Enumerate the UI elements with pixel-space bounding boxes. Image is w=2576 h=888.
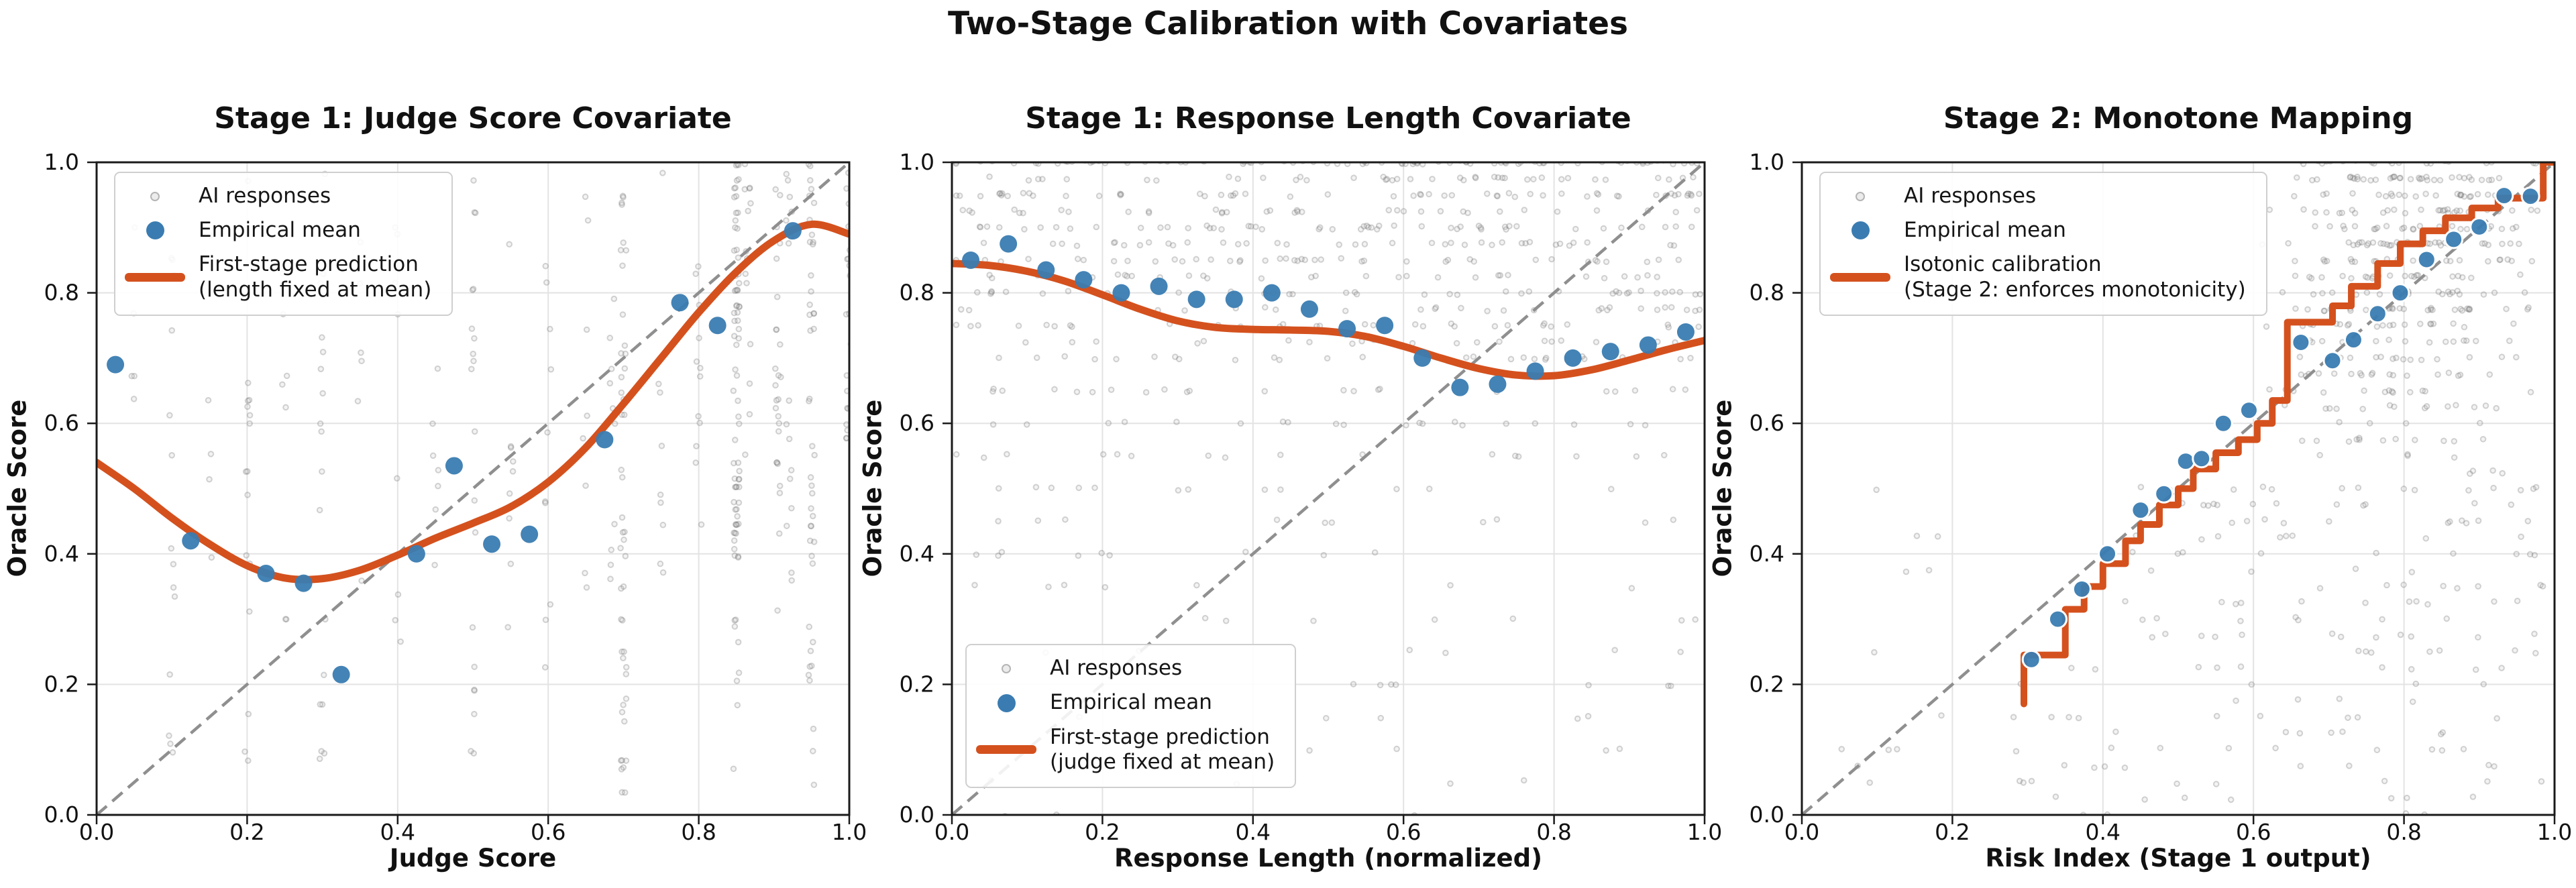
legend-item-ai-responses: AI responses [125, 184, 431, 209]
legend-label: AI responses [199, 184, 331, 208]
axes-spines [1801, 161, 2556, 816]
empirical-mean-dots [2021, 186, 2540, 669]
empirical-mean-marker-icon [997, 693, 1016, 712]
panel2-xlabel: Response Length (normalized) [1114, 844, 1543, 873]
x-tick-label: 0.2 [1085, 819, 1120, 845]
panel1-ylabel: Oracle Score [3, 399, 32, 577]
y-tick-label: 0.2 [900, 671, 934, 697]
legend-label: Empirical mean [1050, 690, 1212, 715]
x-tick-label: 1.0 [1687, 819, 1722, 845]
prediction-line-marker-icon [125, 273, 185, 282]
x-tick-label: 0.4 [2086, 819, 2121, 845]
x-tick-label: 0.0 [1784, 819, 1819, 845]
axis-tick-labels: 0.00.0 0.2 0.2 0.4 0.4 0.6 0.6 0.8 0.8 1.0 1.0 [900, 149, 1723, 845]
y-tick-label: 0.0 [900, 801, 934, 828]
y-tick-label: 0.6 [900, 410, 934, 436]
y-tick-label: 0.6 [1750, 410, 1784, 436]
y-tick-label: 0.0 [44, 801, 79, 828]
axis-ticks [943, 161, 1706, 824]
legend-label-line1: Isotonic calibration [1904, 252, 2102, 277]
panel3-title: Stage 2: Monotone Mapping [1943, 101, 2414, 135]
panel2-ylabel: Oracle Score [858, 399, 888, 577]
panel3-legend: AI responses Empirical mean Isotonic cal… [1819, 172, 2267, 316]
y-tick-label: 1.0 [1750, 149, 1784, 175]
panel1-title: Stage 1: Judge Score Covariate [214, 101, 732, 135]
ai-responses-marker-icon [1002, 663, 1011, 673]
y-tick-label: 0.8 [1750, 280, 1784, 306]
y-tick-label: 1.0 [44, 149, 79, 175]
x-tick-label: 0.8 [2386, 819, 2421, 845]
x-tick-label: 0.4 [1236, 819, 1271, 845]
legend-item-first-stage-prediction: First-stage prediction (judge fixed at m… [976, 725, 1275, 775]
first-stage-prediction-curve [97, 220, 849, 584]
x-tick-label: 0.6 [1386, 819, 1421, 845]
legend-label-line1: First-stage prediction [199, 252, 419, 277]
legend-label: Empirical mean [199, 218, 361, 243]
x-tick-label: 0.8 [1536, 819, 1571, 845]
legend-item-isotonic-calibration: Isotonic calibration (Stage 2: enforces … [1830, 252, 2246, 302]
legend-item-empirical-mean: Empirical mean [125, 218, 431, 243]
x-tick-label: 0.0 [934, 819, 969, 845]
isotonic-line-marker-icon [1830, 273, 1890, 282]
legend-label-line2: (Stage 2: enforces monotonicity) [1904, 277, 2246, 302]
legend-item-ai-responses: AI responses [1830, 184, 2246, 209]
axis-ticks [1792, 161, 2556, 824]
y-tick-label: 0.4 [1750, 541, 1784, 567]
axis-tick-labels: 0.00.0 0.2 0.2 0.4 0.4 0.6 0.6 0.8 0.8 1.0 1.0 [1750, 149, 2573, 845]
y-tick-label: 0.2 [1750, 671, 1784, 697]
panel3-xlabel: Risk Index (Stage 1 output) [1985, 844, 2371, 873]
x-tick-label: 0.8 [681, 819, 716, 845]
panel3-ylabel: Oracle Score [1708, 399, 1737, 577]
ai-responses-marker-icon [150, 191, 160, 201]
x-tick-label: 1.0 [2537, 819, 2572, 845]
prediction-line-marker-icon [976, 745, 1036, 755]
legend-label-line2: (judge fixed at mean) [1050, 749, 1275, 774]
y-tick-label: 0.6 [44, 410, 79, 436]
panel2-plot: 0.00.0 0.2 0.2 0.4 0.4 0.6 0.6 0.8 0.8 1.0 1.0 [900, 149, 1723, 845]
panel2-legend: AI responses Empirical mean First-stage … [965, 644, 1297, 788]
figure-title: Two-Stage Calibration with Covariates [948, 5, 1628, 42]
legend-item-first-stage-prediction: First-stage prediction (length fixed at … [125, 252, 431, 302]
isotonic-step-curve [2020, 162, 2555, 708]
ai-responses-marker-icon [1856, 191, 1865, 201]
empirical-mean-marker-icon [146, 221, 164, 240]
axes-spines [951, 161, 1706, 816]
y-tick-label: 0.4 [900, 541, 934, 567]
x-tick-label: 0.6 [2236, 819, 2271, 845]
legend-label: Empirical mean [1904, 218, 2066, 243]
legend-label-line1: First-stage prediction [1050, 724, 1270, 749]
x-tick-label: 1.0 [832, 819, 867, 845]
panel2-title: Stage 1: Response Length Covariate [1025, 101, 1631, 135]
y-tick-label: 1.0 [900, 149, 934, 175]
axes-spines [95, 161, 851, 816]
axis-tick-labels: 0.00.0 0.2 0.2 0.4 0.4 0.6 0.6 0.8 0.8 1.0 1.0 [44, 149, 867, 845]
empirical-mean-dots [107, 222, 802, 683]
panel1-xlabel: Judge Score [389, 844, 557, 873]
empirical-mean-marker-icon [1851, 221, 1870, 240]
empirical-mean-dots [962, 235, 1695, 396]
first-stage-prediction-curve [952, 260, 1705, 380]
y-tick-label: 0.0 [1750, 801, 1784, 828]
panel1-legend: AI responses Empirical mean First-stage … [114, 172, 453, 316]
legend-label-line2: (length fixed at mean) [199, 277, 432, 302]
y-tick-label: 0.2 [44, 671, 79, 697]
legend-item-empirical-mean: Empirical mean [1830, 218, 2246, 243]
x-tick-label: 0.0 [79, 819, 114, 845]
axis-ticks [87, 161, 851, 824]
legend-label: AI responses [1050, 656, 1183, 681]
x-tick-label: 0.6 [531, 819, 566, 845]
ai-responses-scatter [953, 162, 1704, 815]
legend-item-empirical-mean: Empirical mean [976, 690, 1275, 715]
legend-label: AI responses [1904, 184, 2037, 208]
y-tick-label: 0.8 [44, 280, 79, 306]
x-tick-label: 0.2 [229, 819, 264, 845]
y-tick-label: 0.8 [900, 280, 934, 306]
legend-item-ai-responses: AI responses [976, 656, 1275, 681]
x-tick-label: 0.2 [1935, 819, 1970, 845]
x-tick-label: 0.4 [380, 819, 415, 845]
y-tick-label: 0.4 [44, 541, 79, 567]
